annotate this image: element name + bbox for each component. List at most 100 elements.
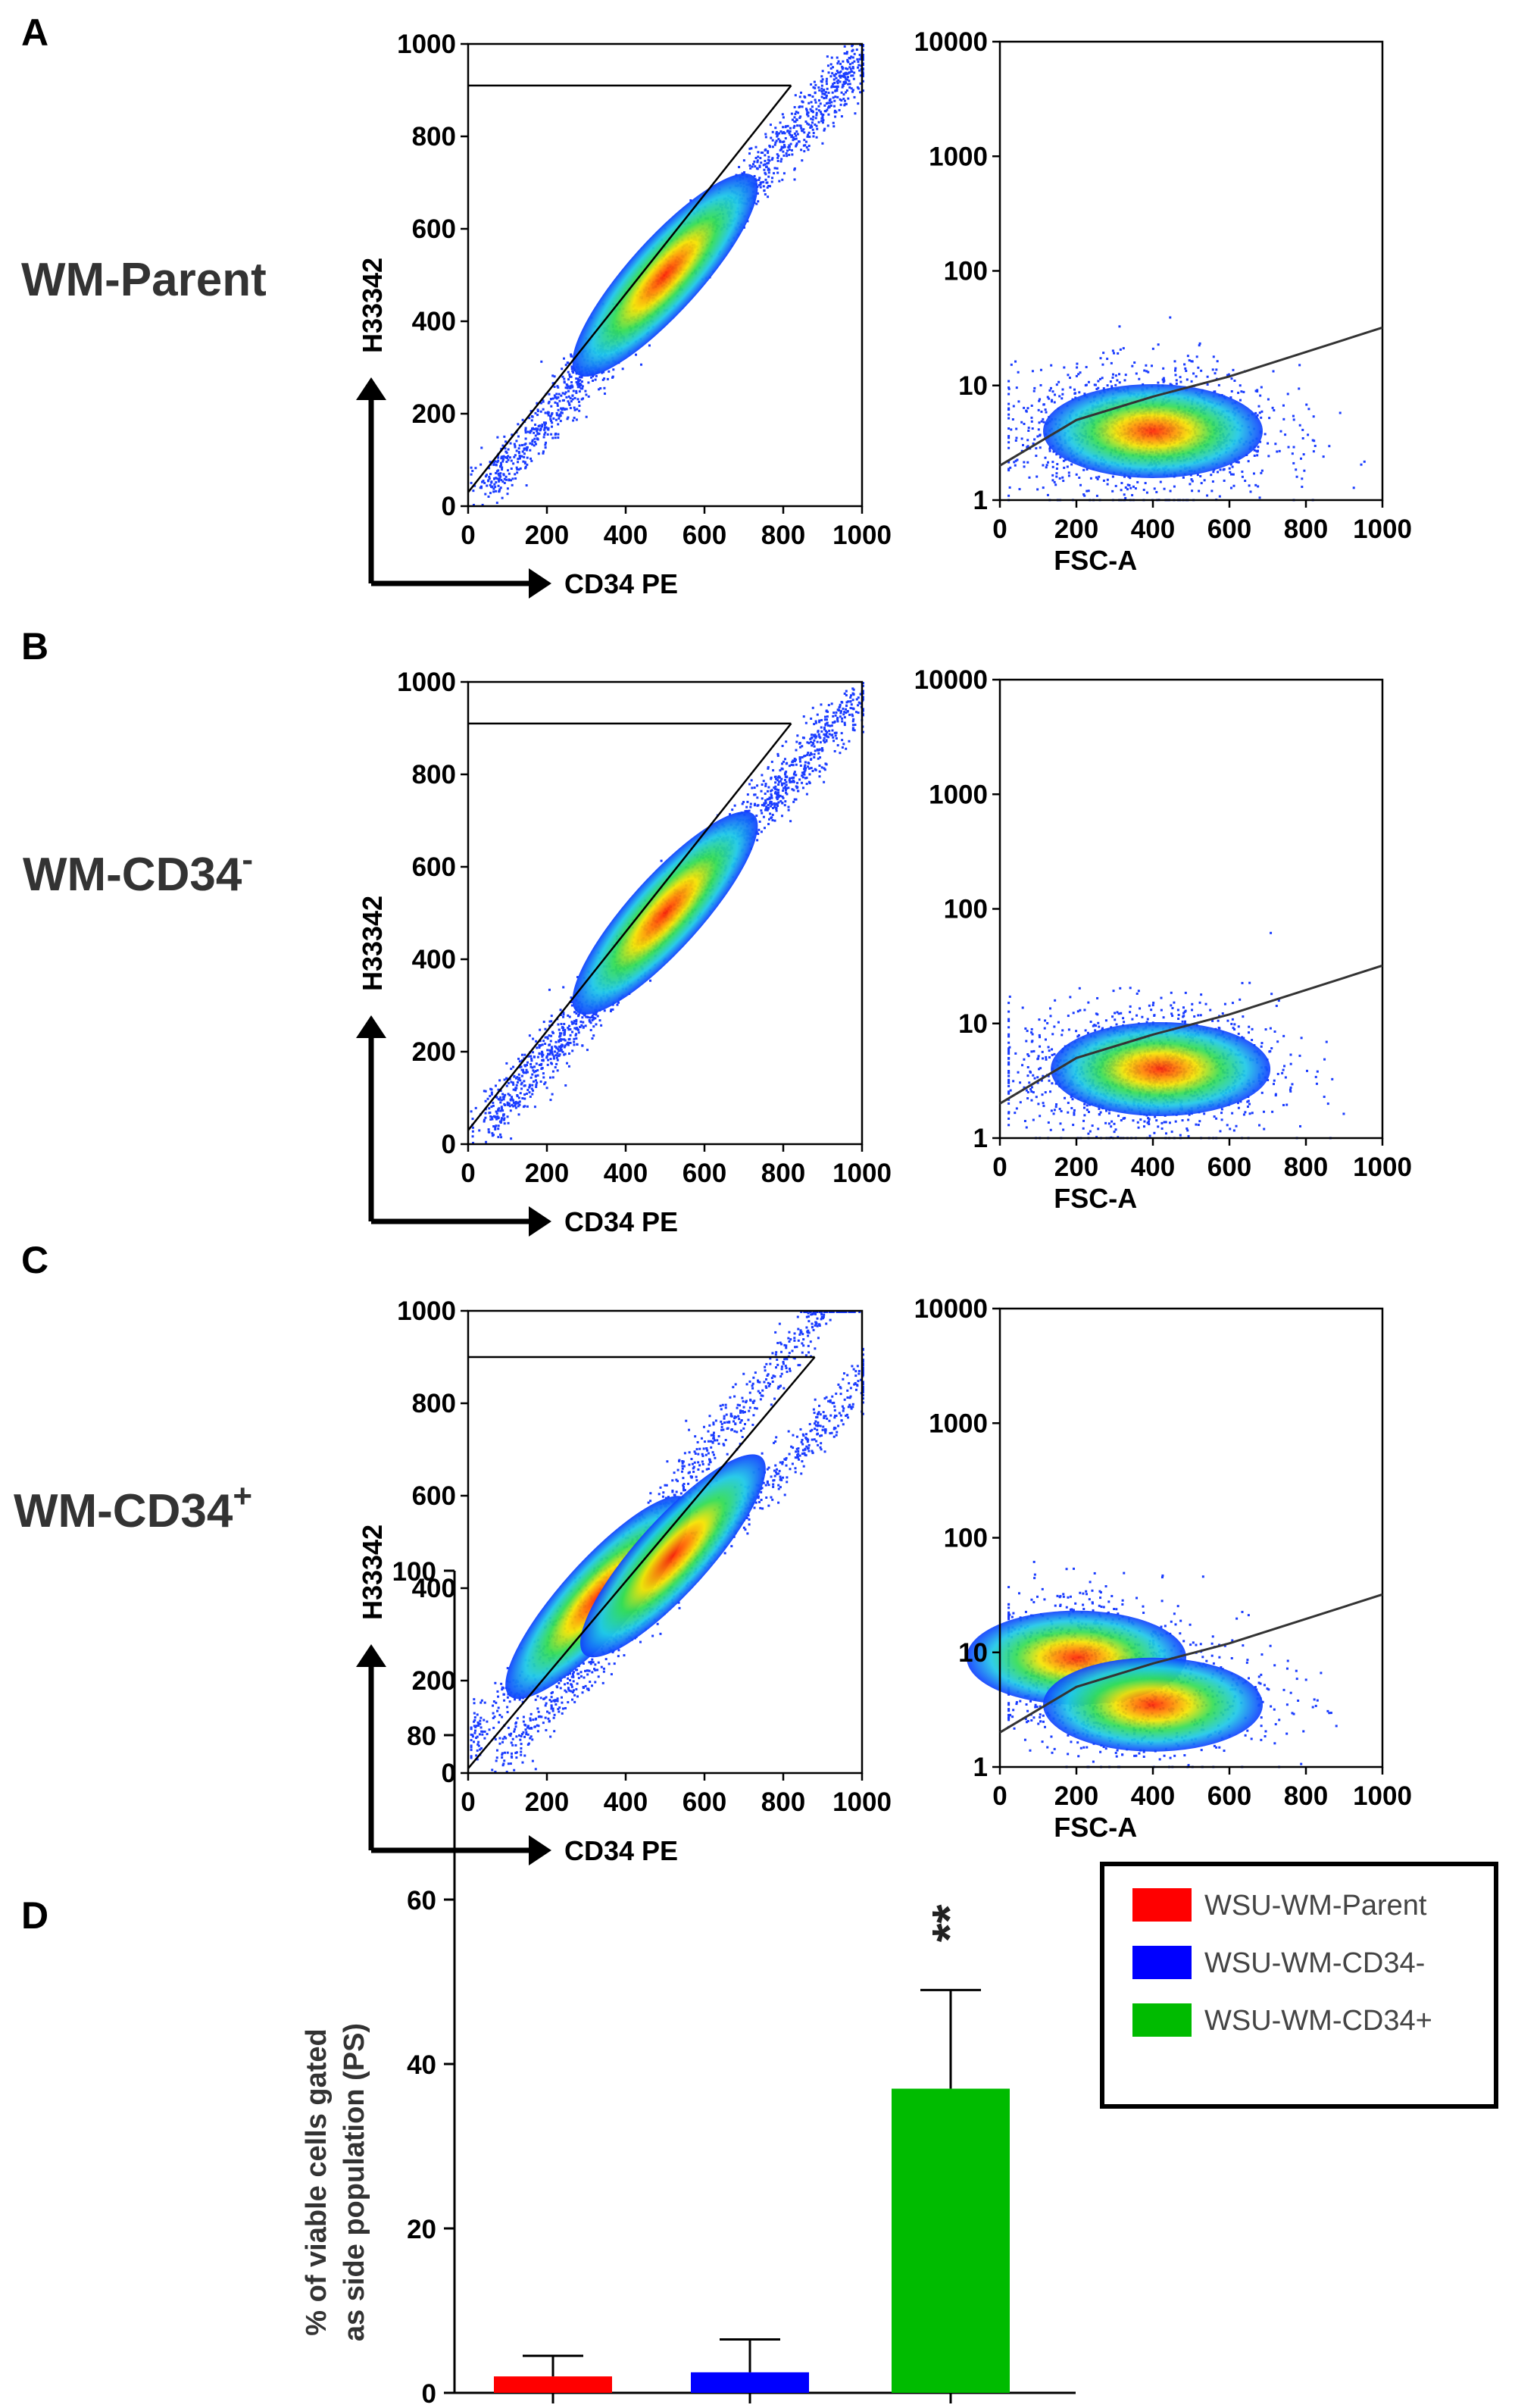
event-dot xyxy=(1282,417,1285,421)
event-dot xyxy=(812,135,815,138)
event-dot xyxy=(1014,459,1017,462)
sample-label: WM-CD34- xyxy=(23,841,253,901)
event-dot xyxy=(573,1027,576,1030)
event-dot xyxy=(470,481,473,484)
event-dot xyxy=(504,440,507,443)
event-dot xyxy=(813,735,816,738)
event-dot xyxy=(848,57,851,60)
event-dot xyxy=(1179,380,1182,383)
event-dot xyxy=(1232,484,1235,487)
event-dot xyxy=(754,793,757,796)
event-dot xyxy=(1145,491,1148,494)
event-dot xyxy=(1033,386,1036,389)
event-dot xyxy=(761,812,764,815)
sample-label-text: WM-CD34 xyxy=(23,849,242,901)
event-dot xyxy=(807,114,810,117)
event-dot xyxy=(525,1068,528,1071)
event-dot xyxy=(1064,458,1067,461)
event-dot xyxy=(756,192,759,195)
event-dot xyxy=(577,380,580,383)
event-dot xyxy=(524,437,527,440)
event-dot xyxy=(1248,484,1251,487)
event-dot xyxy=(788,145,791,149)
event-dot xyxy=(520,1087,523,1090)
event-dot xyxy=(538,1063,541,1066)
event-dot xyxy=(547,1059,550,1062)
event-dot xyxy=(577,400,580,403)
event-dot xyxy=(845,51,848,54)
event-dot xyxy=(523,1064,526,1067)
event-dot xyxy=(767,158,770,161)
event-dot xyxy=(835,737,838,740)
event-dot xyxy=(770,180,773,183)
event-dot xyxy=(523,1053,526,1056)
event-dot xyxy=(1145,370,1148,373)
event-dot xyxy=(561,392,564,395)
event-dot xyxy=(776,803,779,806)
event-dot xyxy=(555,397,558,400)
event-dot xyxy=(805,145,808,149)
event-dot xyxy=(819,756,822,759)
event-dot xyxy=(505,1077,508,1080)
event-dot xyxy=(490,1091,493,1094)
event-dot xyxy=(520,1074,523,1077)
event-dot xyxy=(1117,352,1120,355)
event-dot xyxy=(543,427,546,430)
event-dot xyxy=(818,764,821,767)
event-dot xyxy=(545,441,548,444)
event-dot xyxy=(780,783,783,787)
event-dot xyxy=(1132,485,1135,488)
event-dot xyxy=(526,456,529,459)
event-dot xyxy=(578,390,581,393)
event-dot xyxy=(767,167,770,170)
event-dot xyxy=(853,729,856,732)
event-dot xyxy=(854,724,857,727)
event-dot xyxy=(557,1023,560,1026)
event-dot xyxy=(1253,454,1256,457)
event-dot xyxy=(503,477,506,480)
event-dot xyxy=(502,1098,505,1101)
event-dot xyxy=(511,1081,514,1084)
event-dot xyxy=(841,65,844,68)
event-dot xyxy=(1292,461,1295,464)
event-dot xyxy=(836,720,839,723)
event-dot xyxy=(1095,494,1098,497)
event-dot xyxy=(808,754,811,757)
event-dot xyxy=(1235,461,1238,464)
event-dot xyxy=(529,1065,533,1068)
event-dot xyxy=(1045,464,1048,467)
event-dot xyxy=(857,704,860,707)
event-dot xyxy=(1188,359,1191,362)
event-dot xyxy=(834,714,837,717)
event-dot xyxy=(1203,479,1206,482)
event-dot xyxy=(1058,477,1061,480)
event-dot xyxy=(1056,463,1059,466)
event-dot xyxy=(508,472,511,475)
event-dot xyxy=(862,709,864,712)
event-dot xyxy=(1098,475,1101,478)
event-dot xyxy=(836,80,839,83)
event-dot xyxy=(1175,382,1178,385)
event-dot xyxy=(507,458,510,461)
event-dot xyxy=(769,802,772,805)
event-dot xyxy=(561,1038,564,1041)
event-dot xyxy=(845,747,848,750)
event-dot xyxy=(779,130,782,133)
event-dot xyxy=(494,1127,497,1131)
event-dot xyxy=(491,1132,494,1135)
event-dot xyxy=(491,1134,494,1137)
event-dot xyxy=(488,467,491,470)
event-dot xyxy=(756,159,759,162)
event-dot xyxy=(1292,446,1295,449)
event-dot xyxy=(1212,471,1215,474)
event-dot xyxy=(770,776,773,779)
event-dot xyxy=(1287,446,1290,449)
event-dot xyxy=(1101,363,1104,366)
event-dot xyxy=(843,721,846,724)
event-dot xyxy=(500,1099,503,1102)
event-dot xyxy=(560,394,563,397)
event-dot xyxy=(536,1055,539,1059)
event-dot xyxy=(795,118,798,121)
event-dot xyxy=(1210,489,1214,493)
event-dot xyxy=(486,1097,489,1100)
